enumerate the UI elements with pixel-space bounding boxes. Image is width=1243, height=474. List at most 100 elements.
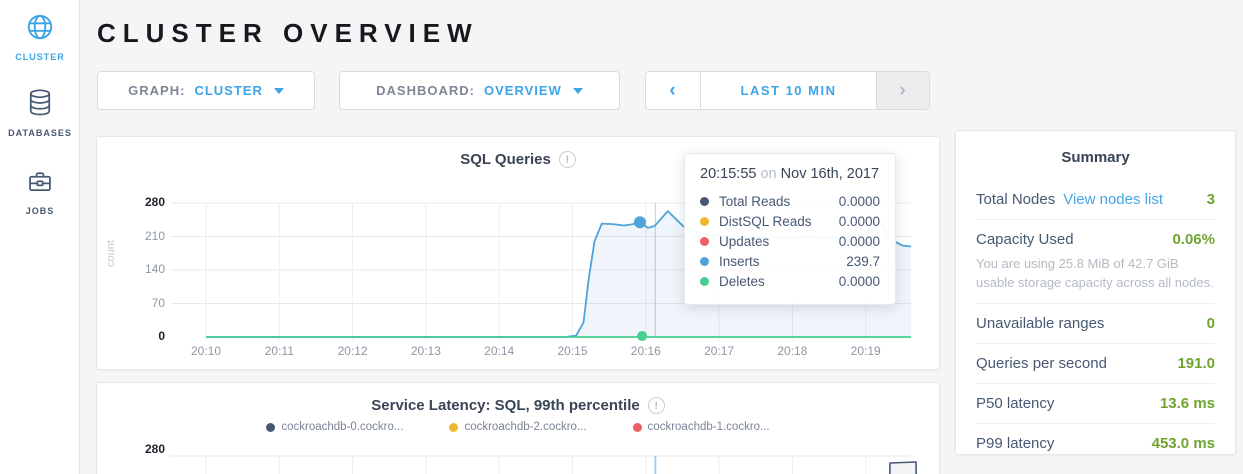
sidebar-item-databases[interactable]: DATABASES xyxy=(0,88,80,138)
summary-row-capacity: Capacity Used 0.06% xyxy=(976,220,1215,259)
summary-row-label: Unavailable ranges xyxy=(976,314,1105,332)
legend-item[interactable]: cockroachdb-2.cockro... xyxy=(449,421,587,433)
legend-item[interactable]: cockroachdb-0.cockro... xyxy=(266,421,403,433)
sidebar: CLUSTER DATABASES JOBS xyxy=(0,0,80,474)
dashboard-dropdown-value: OVERVIEW xyxy=(484,83,562,98)
chevron-down-icon xyxy=(572,87,583,94)
series-value: 239.7 xyxy=(846,253,880,269)
x-axis-tick: 20:11 xyxy=(264,344,294,358)
summary-row: Queries per second 191.0 xyxy=(976,344,1215,383)
summary-row: P50 latency 13.6 ms xyxy=(976,384,1215,423)
capacity-description: You are using 25.8 MiB of 42.7 GiB usabl… xyxy=(976,256,1214,290)
time-range-value[interactable]: LAST 10 MIN xyxy=(740,83,837,98)
chart-title: SQL Queries xyxy=(460,151,551,168)
database-icon xyxy=(26,89,54,122)
time-range-selector: ‹ LAST 10 MIN › xyxy=(645,71,930,110)
x-axis-tick: 20:13 xyxy=(410,344,441,358)
series-dot-icon xyxy=(700,196,709,206)
info-icon[interactable]: ! xyxy=(647,397,665,414)
series-value: 0.0000 xyxy=(838,213,880,229)
x-axis-tick: 20:17 xyxy=(704,344,735,358)
series-value: 0.0000 xyxy=(838,193,880,209)
graph-dropdown[interactable]: GRAPH: CLUSTER xyxy=(97,71,315,110)
y-axis-tick: 280 xyxy=(144,195,165,209)
summary-row-total-nodes: Total Nodes View nodes list 3 xyxy=(976,180,1215,219)
view-nodes-list-link[interactable]: View nodes list xyxy=(1063,191,1163,208)
globe-icon xyxy=(25,14,55,46)
capacity-used-value: 0.06% xyxy=(1172,231,1215,248)
sidebar-item-jobs[interactable]: JOBS xyxy=(0,168,80,216)
total-nodes-value: 3 xyxy=(1206,191,1215,208)
briefcase-icon xyxy=(26,172,54,200)
tooltip-timestamp: 20:15:55 on Nov 16th, 2017 xyxy=(700,166,880,182)
summary-row-value: 191.0 xyxy=(1177,354,1215,372)
x-axis-tick: 20:18 xyxy=(777,344,808,358)
summary-row-value: 13.6 ms xyxy=(1159,394,1215,412)
tooltip-series-row: DistSQL Reads 0.0000 xyxy=(700,211,880,231)
y-axis-tick: 70 xyxy=(151,295,165,310)
chevron-right-icon: › xyxy=(899,79,907,101)
legend-label: cockroachdb-1.cockro... xyxy=(647,421,770,433)
series-dot-icon xyxy=(700,216,709,226)
summary-row: Unavailable ranges 0 xyxy=(976,304,1215,343)
series-value: 0.0000 xyxy=(838,273,880,289)
summary-row-value: 0 xyxy=(1206,314,1215,332)
time-range-prev-button[interactable]: ‹ xyxy=(646,72,701,109)
chart-hover-tooltip: 20:15:55 on Nov 16th, 2017 Total Reads 0.… xyxy=(684,153,896,305)
x-axis-tick: 20:10 xyxy=(190,344,222,358)
y-axis-tick: 140 xyxy=(144,262,165,276)
capacity-used-label: Capacity Used xyxy=(976,231,1074,248)
series-name: Updates xyxy=(719,233,770,249)
series-name: Total Reads xyxy=(719,193,791,209)
info-icon[interactable]: ! xyxy=(558,151,576,168)
legend-label: cockroachdb-0.cockro... xyxy=(281,421,404,433)
series-name: Inserts xyxy=(719,253,760,269)
service-latency-chart-panel: Service Latency: SQL, 99th percentile ! … xyxy=(96,382,940,474)
sidebar-item-label: DATABASES xyxy=(8,128,72,138)
sidebar-item-label: JOBS xyxy=(25,206,55,216)
tooltip-series-row: Inserts 239.7 xyxy=(700,251,880,271)
service-latency-plot-area[interactable] xyxy=(97,383,941,474)
series-dot-icon xyxy=(449,422,459,432)
summary-row-value: 453.0 ms xyxy=(1151,434,1215,452)
page-title: CLUSTER OVERVIEW xyxy=(97,18,479,48)
x-axis-tick: 20:15 xyxy=(557,344,588,358)
x-axis-tick: 20:14 xyxy=(484,344,515,358)
legend-item[interactable]: cockroachdb-1.cockro... xyxy=(632,421,770,433)
series-name: Deletes xyxy=(719,273,765,289)
series-dot-icon xyxy=(632,422,642,432)
graph-dropdown-value: CLUSTER xyxy=(194,83,263,98)
sql-queries-chart-panel: SQL Queries ! count 280 210 140 70 0 20:10 20… xyxy=(96,136,940,370)
y-axis-tick: 210 xyxy=(144,228,165,243)
tooltip-series-row: Updates 0.0000 xyxy=(700,231,880,251)
chart-legend: cockroachdb-0.cockro... cockroachdb-2.coc… xyxy=(97,421,939,433)
series-value: 0.0000 xyxy=(838,233,880,249)
series-name: DistSQL Reads xyxy=(719,213,812,229)
sidebar-item-label: CLUSTER xyxy=(15,52,65,62)
summary-row: P99 latency 453.0 ms xyxy=(976,424,1215,463)
summary-row-label: P99 latency xyxy=(976,434,1055,452)
summary-panel: Summary Total Nodes View nodes list 3 Ca… xyxy=(955,130,1236,455)
x-axis-tick: 20:16 xyxy=(630,344,661,358)
graph-dropdown-label: GRAPH: xyxy=(128,83,186,98)
tooltip-series-row: Deletes 0.0000 xyxy=(700,271,880,291)
summary-row-label: Queries per second xyxy=(976,354,1107,372)
dashboard-dropdown-label: DASHBOARD: xyxy=(376,83,475,98)
x-axis-tick: 20:12 xyxy=(337,344,368,358)
y-axis-tick: 280 xyxy=(144,442,165,456)
chevron-left-icon: ‹ xyxy=(669,79,677,101)
series-dot-icon xyxy=(700,236,709,246)
series-dot-icon xyxy=(266,422,276,432)
y-axis-tick: 0 xyxy=(158,329,165,343)
summary-title: Summary xyxy=(1061,149,1130,166)
tooltip-series-row: Total Reads 0.0000 xyxy=(700,191,880,211)
time-range-next-button[interactable]: › xyxy=(876,72,929,109)
x-axis-tick: 20:19 xyxy=(850,344,881,358)
dashboard-dropdown[interactable]: DASHBOARD: OVERVIEW xyxy=(339,71,620,110)
summary-row-label: P50 latency xyxy=(976,394,1055,412)
sidebar-item-cluster[interactable]: CLUSTER xyxy=(0,12,80,62)
series-dot-icon xyxy=(700,276,709,286)
total-nodes-label: Total Nodes xyxy=(976,191,1056,208)
series-dot-icon xyxy=(700,256,709,266)
legend-label: cockroachdb-2.cockro... xyxy=(464,421,587,433)
